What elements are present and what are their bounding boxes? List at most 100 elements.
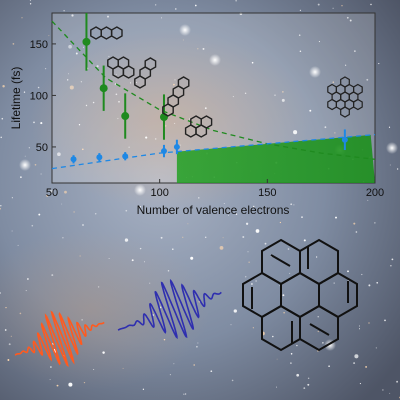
blue-data-point: [173, 139, 180, 155]
star: [358, 328, 361, 330]
star: [193, 364, 196, 366]
star: [346, 16, 349, 19]
star: [301, 216, 303, 218]
star: [25, 290, 27, 292]
star: [12, 43, 15, 45]
bright-star: [309, 66, 321, 78]
star: [290, 353, 293, 355]
star: [29, 0, 31, 2]
star: [142, 388, 145, 390]
blue-data-point: [122, 152, 129, 161]
star: [167, 270, 170, 272]
star: [143, 261, 146, 263]
star: [235, 0, 237, 2]
star: [382, 389, 384, 391]
star: [44, 67, 47, 70]
star: [296, 373, 300, 377]
lifetime-chart: 50 100 150 200 50 100 150 Number of valence el…: [9, 12, 385, 217]
star: [117, 118, 119, 120]
star: [29, 3, 32, 5]
star: [124, 238, 129, 242]
bright-star: [386, 142, 398, 154]
star: [73, 211, 75, 213]
star: [230, 324, 232, 326]
star: [0, 136, 2, 139]
star: [115, 93, 118, 96]
star: [23, 91, 26, 93]
star: [71, 14, 74, 17]
pyrene-icon: [184, 115, 213, 138]
star: [50, 366, 52, 368]
axis-ticks: 50 100 150 200 50 100 150: [30, 39, 385, 199]
star: [173, 363, 175, 365]
star: [183, 393, 185, 395]
star: [299, 50, 302, 52]
star: [48, 35, 50, 37]
star: [378, 63, 380, 65]
star: [227, 214, 230, 216]
star: [11, 197, 13, 199]
star: [287, 248, 290, 250]
star: [264, 208, 266, 210]
star: [332, 81, 335, 84]
blue-data-point: [96, 153, 103, 162]
star: [36, 45, 38, 48]
star: [31, 42, 33, 44]
star: [367, 199, 369, 201]
star: [347, 270, 349, 273]
star: [174, 122, 176, 124]
star: [204, 236, 207, 239]
star: [81, 148, 84, 151]
star: [12, 68, 14, 70]
star: [68, 382, 73, 387]
star: [8, 343, 11, 346]
star: [62, 237, 64, 239]
star: [391, 258, 394, 261]
star: [283, 312, 285, 314]
star: [264, 242, 267, 245]
star: [46, 194, 49, 197]
star: [307, 383, 310, 386]
star: [5, 306, 7, 309]
star: [20, 176, 22, 179]
naphthalene-icon: [90, 26, 123, 40]
star: [125, 209, 128, 212]
green-fit-line: [51, 20, 376, 160]
star: [7, 359, 10, 361]
star: [154, 138, 157, 140]
star: [242, 236, 245, 238]
star: [219, 246, 224, 250]
star: [247, 251, 249, 253]
star: [38, 213, 41, 216]
star: [79, 255, 81, 257]
star: [272, 335, 274, 338]
blue-data-point: [341, 129, 348, 151]
star: [279, 221, 282, 224]
star: [63, 10, 65, 12]
star: [56, 384, 59, 387]
star: [252, 205, 255, 208]
star: [173, 83, 175, 86]
y-tick-label: 50: [36, 142, 48, 154]
star: [0, 207, 1, 210]
star: [233, 309, 237, 313]
star: [82, 224, 84, 226]
star: [93, 369, 95, 371]
star: [276, 386, 278, 388]
star: [28, 147, 30, 149]
star: [61, 203, 63, 205]
blue-data-point: [70, 155, 77, 164]
star: [172, 248, 174, 250]
x-tick-label: 100: [150, 187, 168, 199]
star: [202, 47, 205, 50]
star: [252, 327, 254, 329]
star: [250, 283, 253, 285]
star: [135, 81, 138, 84]
star: [96, 65, 99, 68]
x-tick-label: 50: [46, 187, 58, 199]
x-tick-label: 200: [366, 187, 384, 199]
star: [231, 379, 234, 382]
star: [309, 109, 312, 112]
star: [389, 164, 391, 166]
